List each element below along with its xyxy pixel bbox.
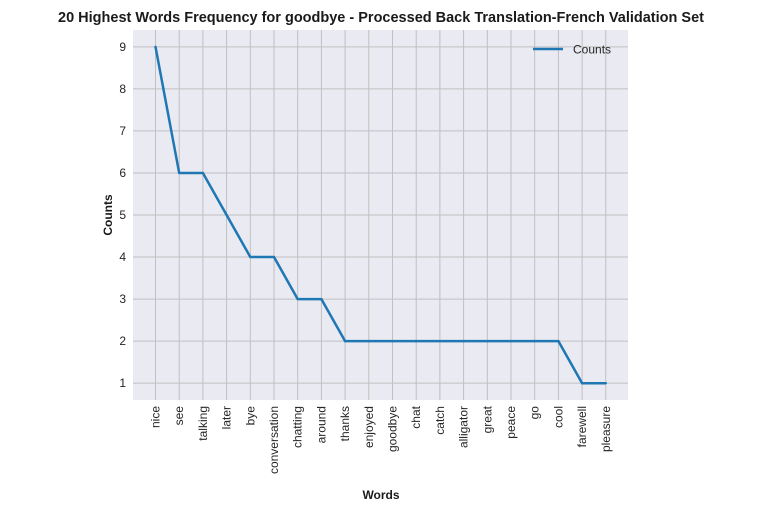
data-point xyxy=(225,213,228,217)
data-point xyxy=(201,171,205,175)
y-tick-label: 6 xyxy=(119,166,126,180)
y-tick-label: 2 xyxy=(119,334,126,348)
y-axis-ticks: 1 2 3 4 5 6 7 8 9 xyxy=(119,40,126,390)
x-gridlines xyxy=(155,30,607,400)
data-point xyxy=(462,339,465,343)
x-tick-label: chat xyxy=(409,405,423,428)
data-point xyxy=(415,339,418,343)
x-tick-label: later xyxy=(220,406,234,429)
data-point xyxy=(154,45,157,49)
legend-label: Counts xyxy=(573,43,611,57)
y-tick-label: 5 xyxy=(119,208,126,222)
series-group xyxy=(154,45,607,385)
y-tick-label: 4 xyxy=(119,250,126,264)
x-tick-label: conversation xyxy=(267,406,281,474)
x-tick-label: see xyxy=(172,406,186,426)
x-tick-label: nice xyxy=(149,406,163,428)
data-point xyxy=(438,339,442,343)
x-tick-label: cool xyxy=(551,406,565,428)
x-tick-label: pleasure xyxy=(599,406,613,452)
x-tick-label: bye xyxy=(243,406,257,426)
data-point xyxy=(533,339,536,343)
x-axis-ticks: nice see talking later bye conversation chatti… xyxy=(149,405,613,474)
x-tick-label: peace xyxy=(504,406,518,439)
x-tick-label: catch xyxy=(433,406,447,435)
data-point xyxy=(557,339,560,343)
x-tick-label: goodbye xyxy=(386,406,400,452)
data-point xyxy=(367,339,370,343)
y-tick-label: 1 xyxy=(119,376,126,390)
y-tick-label: 3 xyxy=(119,292,126,306)
x-tick-label: talking xyxy=(196,406,210,441)
data-point xyxy=(178,171,181,175)
x-axis-label: Words xyxy=(362,488,399,502)
data-point xyxy=(486,339,489,343)
data-point xyxy=(343,339,347,343)
x-tick-label: farewell xyxy=(575,406,589,447)
chart-title: 20 Highest Words Frequency for goodbye -… xyxy=(58,10,704,26)
data-point xyxy=(249,255,252,259)
x-tick-label: around xyxy=(314,406,328,443)
x-tick-label: enjoyed xyxy=(362,406,376,448)
data-point xyxy=(272,255,276,259)
legend: Counts xyxy=(533,43,611,57)
data-point xyxy=(320,297,323,301)
x-tick-label: great xyxy=(480,405,494,433)
data-point xyxy=(391,339,394,343)
x-tick-label: alligator xyxy=(457,406,471,448)
x-tick-label: chatting xyxy=(291,406,305,448)
series-line xyxy=(154,46,606,385)
y-axis-label: Counts xyxy=(101,194,115,236)
data-point xyxy=(604,381,607,385)
data-point xyxy=(296,297,299,301)
y-tick-label: 8 xyxy=(119,82,126,96)
data-point xyxy=(580,381,584,385)
data-point xyxy=(509,339,513,343)
y-tick-label: 9 xyxy=(119,40,126,54)
x-tick-label: thanks xyxy=(338,406,352,441)
x-tick-label: go xyxy=(528,406,542,420)
y-tick-label: 7 xyxy=(119,124,126,138)
